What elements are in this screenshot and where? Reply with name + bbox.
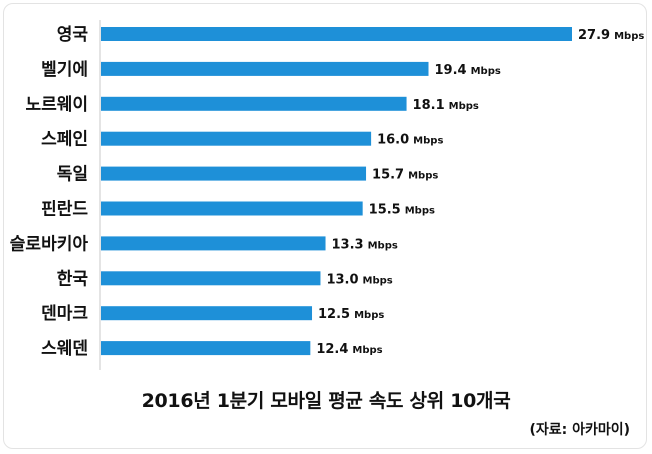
chart-frame <box>3 3 647 449</box>
bar <box>101 131 372 146</box>
value-label: 13.3 Mbps <box>332 237 398 252</box>
value-label: 13.0 Mbps <box>326 272 392 287</box>
bar <box>101 236 326 251</box>
value-label: 16.0 Mbps <box>377 133 443 148</box>
bar <box>101 27 572 41</box>
value-label: 12.4 Mbps <box>316 342 382 357</box>
category-label: 핀란드 <box>41 200 88 220</box>
value-label: 27.9 Mbps <box>578 28 644 43</box>
value-label: 19.4 Mbps <box>435 63 501 78</box>
category-label: 노르웨이 <box>25 95 88 115</box>
category-label: 덴마크 <box>41 304 88 324</box>
bar <box>101 166 367 181</box>
bar <box>101 306 313 321</box>
bar <box>101 341 311 356</box>
value-label: 15.7 Mbps <box>372 168 438 183</box>
bar <box>101 96 407 111</box>
category-label: 독일 <box>57 165 88 185</box>
category-label: 스웨덴 <box>41 339 88 359</box>
category-label: 스페인 <box>41 130 88 150</box>
bar <box>101 271 321 286</box>
category-label: 영국 <box>57 25 89 45</box>
bar <box>101 61 429 76</box>
chart-source: (자료: 아카마이) <box>529 422 630 438</box>
value-label: 15.5 Mbps <box>369 203 435 218</box>
value-label: 18.1 Mbps <box>413 98 479 113</box>
category-label: 벨기에 <box>41 60 88 80</box>
chart-title: 2016년 1분기 모바일 평균 속도 상위 10개국 <box>141 390 511 412</box>
category-label: 한국 <box>57 269 89 289</box>
value-label: 12.5 Mbps <box>318 307 384 322</box>
category-label: 슬로바키아 <box>10 234 89 254</box>
bar <box>101 201 363 216</box>
